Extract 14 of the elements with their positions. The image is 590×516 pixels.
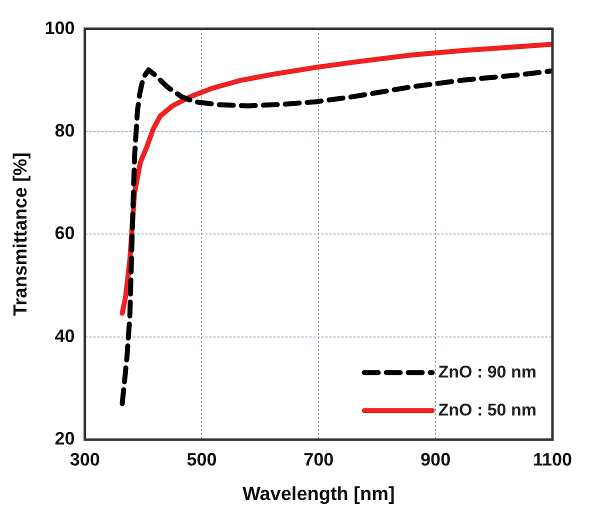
legend-label: ZnO : 90 nm	[438, 362, 536, 382]
x-tick-label: 700	[304, 449, 334, 470]
legend-label: ZnO : 50 nm	[438, 400, 536, 420]
y-tick-label: 80	[54, 120, 75, 140]
y-axis-title: Transmittance [%]	[10, 152, 32, 316]
y-tick-label: 20	[54, 428, 75, 449]
x-tick-label: 300	[70, 449, 100, 470]
y-tick-label: 60	[54, 223, 75, 244]
x-tick-label: 1100	[532, 449, 572, 470]
x-tick-label: 900	[420, 449, 451, 470]
x-tick-label: 500	[186, 449, 217, 470]
x-axis-title: Wavelength [nm]	[242, 484, 395, 505]
y-tick-label: 40	[54, 326, 75, 346]
y-tick-label: 100	[44, 18, 75, 38]
